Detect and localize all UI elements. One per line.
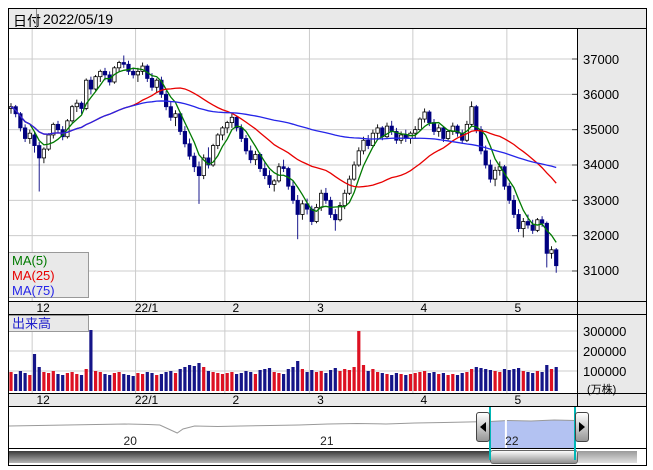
month-label-strip1: 3: [317, 301, 324, 315]
volume-axis-panel: [578, 315, 646, 393]
range-right-arrow-button[interactable]: [575, 412, 590, 442]
scrollbar[interactable]: [9, 448, 646, 465]
volume-tick-label: 300000: [583, 323, 627, 339]
price-tick-label: 32000: [583, 228, 620, 244]
price-tick-label: 34000: [583, 157, 620, 173]
volume-chart-canvas[interactable]: [9, 315, 577, 393]
right-triangle-icon: [579, 422, 586, 432]
selection-start-marker: [488, 407, 491, 460]
volume-tick-label: 100000: [583, 363, 627, 379]
year-label: 22: [505, 434, 519, 448]
month-label-strip2: 22/1: [134, 393, 159, 407]
x-axis-strip-top: 12 22/1 2 3 4 5: [9, 301, 646, 315]
price-tick-label: 36000: [583, 86, 620, 102]
scrollbar-thumb[interactable]: [489, 450, 579, 464]
price-tick-label: 31000: [583, 263, 620, 279]
price-tick-label: 37000: [583, 51, 620, 67]
chart-frame: 日付 2022/05/19 12 22/1 2 3 4 5 12 22/1 2 3 4 5 MA(5…: [8, 8, 647, 466]
month-label-strip1: 4: [420, 301, 428, 315]
scrollbar-track-right[interactable]: [578, 451, 637, 463]
axis-divider-line: [577, 29, 578, 407]
year-label: 20: [123, 434, 137, 448]
month-label-strip1: 5: [514, 301, 522, 315]
year-label: 21: [320, 434, 334, 448]
month-label-strip2: 12: [36, 393, 50, 407]
price-axis-panel: [578, 29, 646, 301]
date-label: 日付: [13, 13, 41, 29]
volume-tick-label: 200000: [583, 343, 627, 359]
month-label-strip1: 2: [232, 301, 240, 315]
legend-item-ma5: MA(5): [12, 253, 48, 268]
range-left-arrow-button[interactable]: [475, 412, 490, 442]
scrollbar-track-left[interactable]: [9, 451, 490, 463]
left-triangle-icon: [479, 422, 486, 432]
volume-unit-label: (万株): [587, 384, 617, 396]
title-bar: 日付 2022/05/19: [9, 9, 646, 29]
month-label-strip2: 4: [420, 393, 428, 407]
legend-item-ma75: MA(75): [12, 283, 55, 298]
price-tick-label: 33000: [583, 192, 620, 208]
x-axis-strip-bottom: 12 22/1 2 3 4 5: [9, 393, 646, 407]
month-label-strip2: 5: [514, 393, 522, 407]
month-label-strip2: 3: [317, 393, 324, 407]
month-label-strip2: 2: [232, 393, 240, 407]
ma-legend: MA(5) MA(25) MA(75): [9, 252, 89, 298]
title-separator: [36, 9, 37, 28]
date-value: 2022/05/19: [43, 11, 114, 27]
volume-caption-label: 出来高: [12, 316, 52, 331]
price-tick-label: 35000: [583, 122, 620, 138]
legend-item-ma25: MA(25): [12, 268, 55, 283]
month-label-strip1: 22/1: [134, 301, 159, 315]
volume-caption: 出来高: [9, 315, 89, 332]
candlestick-chart-canvas[interactable]: [9, 29, 577, 301]
month-label-strip1: 12: [36, 301, 50, 315]
